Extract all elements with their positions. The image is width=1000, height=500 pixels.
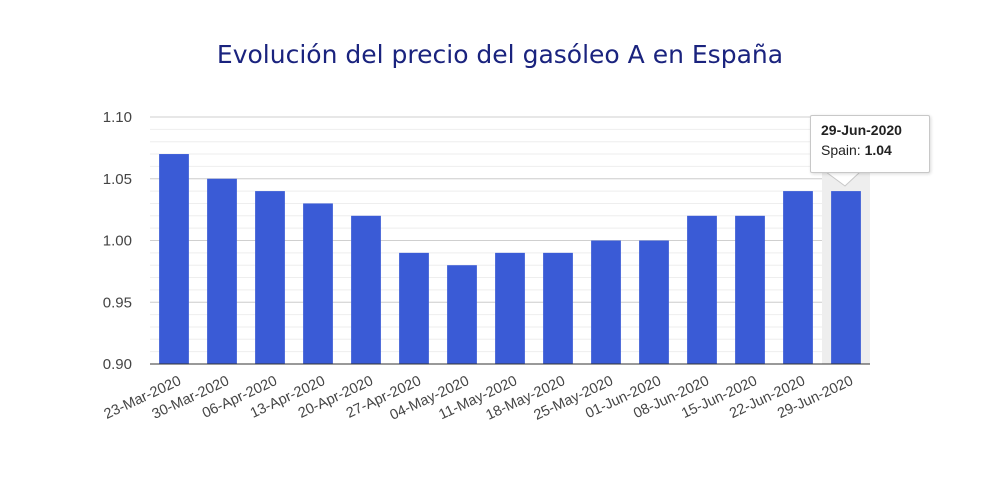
bar[interactable] (207, 178, 237, 364)
bar[interactable] (639, 240, 669, 365)
tooltip-series-label: Spain: (821, 142, 865, 158)
tooltip-date: 29-Jun-2020 (821, 122, 902, 138)
tooltip-value: 1.04 (864, 142, 892, 158)
bar[interactable] (303, 203, 333, 364)
chart-title: Evolución del precio del gasóleo A en Es… (216, 40, 784, 69)
bar[interactable] (255, 191, 285, 364)
bar[interactable] (735, 215, 765, 364)
y-tick-label: 1.10 (103, 109, 132, 126)
y-tick-label: 0.90 (103, 356, 132, 373)
bar[interactable] (495, 252, 525, 364)
bar[interactable] (351, 215, 381, 364)
y-tick-label: 1.00 (103, 233, 132, 250)
y-tick-label: 0.95 (103, 294, 132, 311)
bar[interactable] (399, 252, 429, 364)
bar[interactable] (591, 240, 621, 365)
tooltip: 29-Jun-2020 Spain: 1.04 (810, 115, 930, 173)
bar[interactable] (687, 215, 717, 364)
bar[interactable] (831, 191, 861, 364)
bar[interactable] (447, 265, 477, 364)
bar[interactable] (783, 191, 813, 364)
y-tick-label: 1.05 (103, 171, 132, 188)
bars (159, 154, 861, 364)
bar[interactable] (543, 252, 573, 364)
bar[interactable] (159, 154, 189, 364)
